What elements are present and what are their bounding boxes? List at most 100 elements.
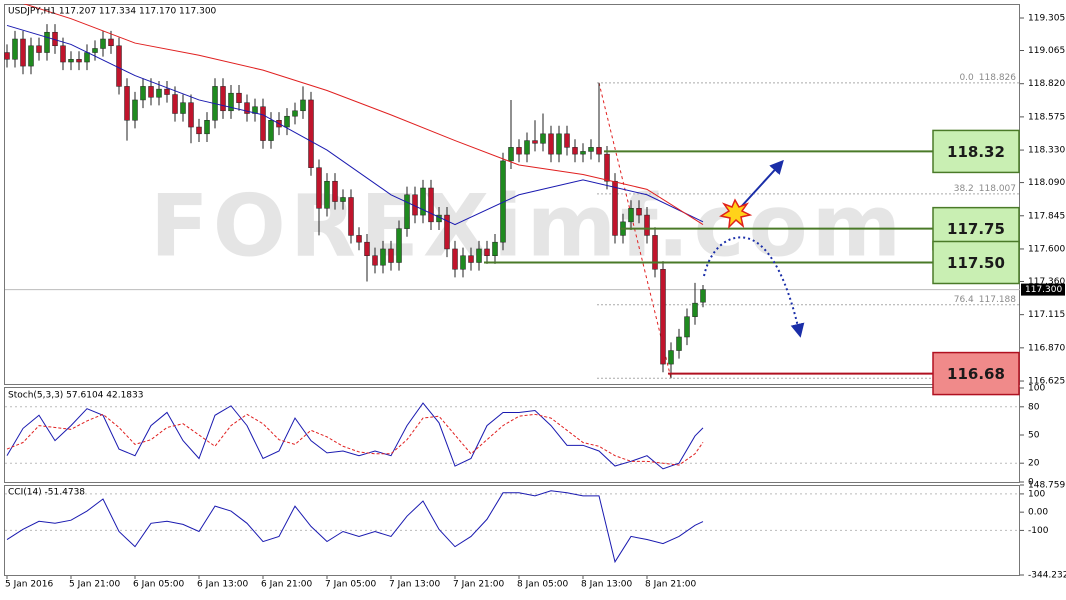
indicator-line bbox=[6, 402, 704, 470]
plot bbox=[5, 490, 1020, 564]
candle-body bbox=[612, 180, 618, 236]
y-tick-label: -100 bbox=[1028, 526, 1049, 536]
candle-body bbox=[268, 120, 274, 141]
candle-body bbox=[684, 316, 690, 338]
candle-body bbox=[44, 31, 50, 53]
candle-body bbox=[380, 248, 386, 266]
candle-body bbox=[204, 120, 210, 135]
main-panel bbox=[4, 4, 1020, 385]
watermark: FOREXimf.com bbox=[150, 176, 905, 276]
candle-body bbox=[140, 86, 146, 101]
candle-body bbox=[60, 45, 66, 63]
candle-body bbox=[524, 140, 530, 155]
y-tick-label: 118.330 bbox=[1028, 146, 1065, 156]
level-box bbox=[932, 240, 1020, 285]
candle-body bbox=[556, 133, 562, 155]
candle-body bbox=[484, 248, 490, 256]
y-tick-label: 119.065 bbox=[1028, 46, 1065, 56]
x-tick-label: 5 Jan 21:00 bbox=[69, 580, 121, 590]
candle-body bbox=[164, 88, 170, 95]
candle-body bbox=[68, 59, 74, 63]
up-arrow bbox=[739, 159, 784, 209]
candle-body bbox=[364, 241, 370, 256]
candle-body bbox=[348, 197, 354, 236]
candle-body bbox=[116, 45, 122, 87]
x-tick-label: 5 Jan 2016 bbox=[5, 580, 53, 590]
y-tick-label: 100 bbox=[1028, 489, 1045, 499]
x-tick-label: 8 Jan 13:00 bbox=[581, 580, 633, 590]
fib-value: 118.826 bbox=[979, 72, 1016, 82]
candle-body bbox=[148, 86, 154, 98]
candle-body bbox=[260, 106, 266, 141]
candle-body bbox=[244, 102, 250, 114]
candle-body bbox=[636, 208, 642, 216]
candle-body bbox=[476, 248, 482, 263]
y-tick-label: 118.575 bbox=[1028, 112, 1065, 122]
breakout-icon bbox=[719, 198, 753, 230]
candle-body bbox=[444, 214, 450, 250]
fib-trend bbox=[598, 82, 672, 379]
y-tick-label: 118.820 bbox=[1028, 79, 1065, 89]
candle-body bbox=[676, 336, 682, 351]
fib-ratio: 38.2 bbox=[954, 183, 974, 193]
candle-body bbox=[220, 86, 226, 112]
candle-body bbox=[372, 255, 378, 266]
candle-body bbox=[452, 248, 458, 270]
candle-body bbox=[532, 140, 538, 144]
y-tick-label: 100 bbox=[1028, 384, 1045, 394]
candle-body bbox=[460, 255, 466, 270]
stoch-panel bbox=[4, 387, 1020, 483]
candle-body bbox=[420, 187, 426, 216]
indicator-line bbox=[6, 490, 704, 564]
candle-body bbox=[668, 350, 674, 365]
candle-body bbox=[36, 45, 42, 53]
candle-body bbox=[228, 92, 234, 112]
stoch-title: Stoch(5,3,3) 57.6104 42.1833 bbox=[8, 391, 143, 401]
candle-body bbox=[100, 38, 106, 49]
candle-body bbox=[628, 208, 634, 223]
candle-body bbox=[340, 197, 346, 202]
candle-body bbox=[196, 126, 202, 135]
chart-title: USDJPY,H1 117.207 117.334 117.170 117.30… bbox=[8, 7, 217, 17]
candle-body bbox=[644, 214, 650, 236]
candle-body bbox=[652, 235, 658, 270]
candle-body bbox=[580, 151, 586, 155]
candle-body bbox=[4, 52, 10, 60]
candle-body bbox=[316, 167, 322, 209]
candle-body bbox=[172, 94, 178, 114]
y-tick-label: 117.600 bbox=[1028, 244, 1065, 254]
x-tick-label: 8 Jan 21:00 bbox=[645, 580, 697, 590]
x-tick-label: 7 Jan 13:00 bbox=[389, 580, 441, 590]
x-tick-label: 6 Jan 05:00 bbox=[133, 580, 185, 590]
fib-value: 117.188 bbox=[979, 294, 1016, 304]
candle-body bbox=[180, 102, 186, 114]
candle-body bbox=[428, 187, 434, 223]
y-tick-label: 117.115 bbox=[1028, 310, 1065, 320]
current-price-label: 117.300 bbox=[1025, 285, 1062, 295]
fib-value: 118.007 bbox=[979, 183, 1016, 193]
candle-body bbox=[300, 99, 306, 112]
y-tick-label: 80 bbox=[1028, 402, 1040, 412]
y-tick-label: -344.2328 bbox=[1028, 571, 1066, 581]
candle-body bbox=[660, 269, 666, 365]
candle-body bbox=[388, 248, 394, 263]
cci-title: CCI(14) -51.4738 bbox=[8, 488, 85, 498]
moving-average bbox=[6, 24, 704, 226]
y-tick-label: 116.625 bbox=[1028, 377, 1065, 387]
plot bbox=[5, 402, 1020, 470]
level-label: 117.50 bbox=[947, 254, 1005, 272]
candle-body bbox=[692, 302, 698, 317]
x-tick-label: 6 Jan 13:00 bbox=[197, 580, 249, 590]
y-tick-label: 117.360 bbox=[1028, 277, 1065, 287]
candle-body bbox=[236, 92, 242, 103]
candle-body bbox=[324, 180, 330, 209]
candle-body bbox=[596, 147, 602, 155]
fib-ratio: 76.4 bbox=[954, 294, 974, 304]
y-tick-label: 117.845 bbox=[1028, 211, 1065, 221]
candle-body bbox=[92, 48, 98, 53]
candle-body bbox=[76, 59, 82, 63]
x-tick-label: 7 Jan 21:00 bbox=[453, 580, 505, 590]
level-label: 117.75 bbox=[947, 220, 1005, 238]
